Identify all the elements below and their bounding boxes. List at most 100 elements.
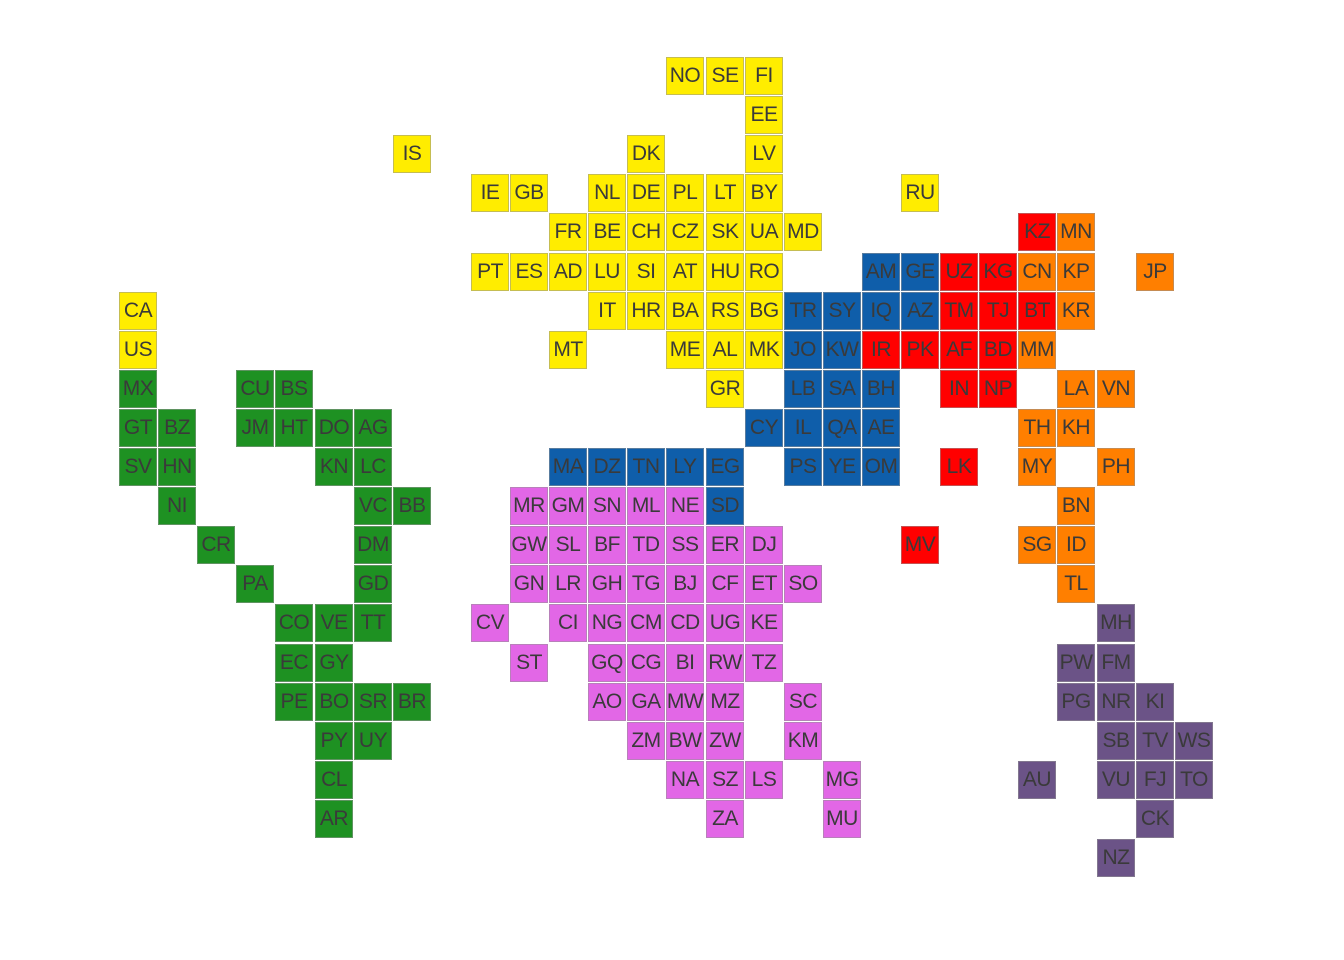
country-tile-ae: AE [862, 409, 900, 447]
country-tile-cu: CU [236, 370, 274, 408]
country-tile-it: IT [588, 292, 626, 330]
country-tile-lk: LK [940, 448, 978, 486]
country-tile-id: ID [1057, 526, 1095, 564]
country-tile-ru: RU [901, 174, 939, 212]
country-tile-ao: AO [588, 683, 626, 721]
country-tile-cm: CM [627, 604, 665, 642]
country-tile-dm: DM [354, 526, 392, 564]
country-tile-es: ES [510, 253, 548, 291]
country-tile-vu: VU [1097, 761, 1135, 799]
country-tile-in: IN [940, 370, 978, 408]
country-tile-ht: HT [275, 409, 313, 447]
country-tile-gt: GT [119, 409, 157, 447]
country-tile-pt: PT [471, 253, 509, 291]
country-tile-mn: MN [1057, 213, 1095, 251]
country-tile-zm: ZM [627, 722, 665, 760]
country-tile-ck: CK [1136, 800, 1174, 838]
country-tile-cz: CZ [666, 213, 704, 251]
country-tile-my: MY [1018, 448, 1056, 486]
country-tile-jo: JO [784, 331, 822, 369]
country-tile-ly: LY [666, 448, 704, 486]
country-tile-lu: LU [588, 253, 626, 291]
country-tile-gn: GN [510, 565, 548, 603]
country-tile-sn: SN [588, 487, 626, 525]
country-tile-ag: AG [354, 409, 392, 447]
country-tile-vc: VC [354, 487, 392, 525]
country-tile-sc: SC [784, 683, 822, 721]
country-tile-nz: NZ [1097, 839, 1135, 877]
country-tile-ar: AR [315, 800, 353, 838]
country-tile-bn: BN [1057, 487, 1095, 525]
country-tile-mg: MG [823, 761, 861, 799]
country-tile-sb: SB [1097, 722, 1135, 760]
country-tile-cd: CD [666, 604, 704, 642]
country-tile-qa: QA [823, 409, 861, 447]
country-tile-lt: LT [706, 174, 744, 212]
country-tile-ss: SS [666, 526, 704, 564]
country-tile-fi: FI [745, 57, 783, 95]
country-tile-kw: KW [823, 331, 861, 369]
country-tile-co: CO [275, 604, 313, 642]
country-tile-mz: MZ [706, 683, 744, 721]
country-tile-sy: SY [823, 292, 861, 330]
country-tile-il: IL [784, 409, 822, 447]
country-tile-gr: GR [706, 370, 744, 408]
country-tile-gb: GB [510, 174, 548, 212]
country-tile-tv: TV [1136, 722, 1174, 760]
country-tile-rs: RS [706, 292, 744, 330]
country-tile-tm: TM [940, 292, 978, 330]
country-tile-de: DE [627, 174, 665, 212]
country-tile-bg: BG [745, 292, 783, 330]
country-tile-dj: DJ [745, 526, 783, 564]
country-tile-td: TD [627, 526, 665, 564]
country-tile-ec: EC [275, 644, 313, 682]
country-tile-dk: DK [627, 135, 665, 173]
country-tile-ee: EE [745, 96, 783, 134]
country-tile-lv: LV [745, 135, 783, 173]
country-tile-kr: KR [1057, 292, 1095, 330]
country-tile-mh: MH [1097, 604, 1135, 642]
country-tile-mk: MK [745, 331, 783, 369]
country-tile-gw: GW [510, 526, 548, 564]
country-tile-hu: HU [706, 253, 744, 291]
country-tile-is: IS [393, 135, 431, 173]
country-tile-et: ET [745, 565, 783, 603]
country-tile-am: AM [862, 253, 900, 291]
country-tile-bi: BI [666, 644, 704, 682]
country-tile-pk: PK [901, 331, 939, 369]
country-tile-cf: CF [706, 565, 744, 603]
country-tile-gh: GH [588, 565, 626, 603]
country-tile-uy: UY [354, 722, 392, 760]
country-tile-ls: LS [745, 761, 783, 799]
country-tile-au: AU [1018, 761, 1056, 799]
country-tile-ki: KI [1136, 683, 1174, 721]
country-tile-ch: CH [627, 213, 665, 251]
country-tile-nr: NR [1097, 683, 1135, 721]
country-tile-tn: TN [627, 448, 665, 486]
country-tile-hr: HR [627, 292, 665, 330]
country-tile-ba: BA [666, 292, 704, 330]
country-tile-fm: FM [1097, 644, 1135, 682]
country-tile-tl: TL [1057, 565, 1095, 603]
country-tile-mv: MV [901, 526, 939, 564]
country-tile-nl: NL [588, 174, 626, 212]
country-tile-to: TO [1175, 761, 1213, 799]
country-tile-mu: MU [823, 800, 861, 838]
country-tile-np: NP [979, 370, 1017, 408]
country-tile-bb: BB [393, 487, 431, 525]
country-tile-bo: BO [315, 683, 353, 721]
country-tile-la: LA [1057, 370, 1095, 408]
country-tile-ug: UG [706, 604, 744, 642]
country-tile-ws: WS [1175, 722, 1213, 760]
country-tile-ps: PS [784, 448, 822, 486]
country-tile-pl: PL [666, 174, 704, 212]
country-tile-kh: KH [1057, 409, 1095, 447]
country-tile-ga: GA [627, 683, 665, 721]
country-tile-jp: JP [1136, 253, 1174, 291]
country-tile-rw: RW [706, 644, 744, 682]
country-tile-mw: MW [666, 683, 704, 721]
country-tile-ci: CI [549, 604, 587, 642]
country-tile-al: AL [706, 331, 744, 369]
country-tile-bj: BJ [666, 565, 704, 603]
country-tile-gy: GY [315, 644, 353, 682]
